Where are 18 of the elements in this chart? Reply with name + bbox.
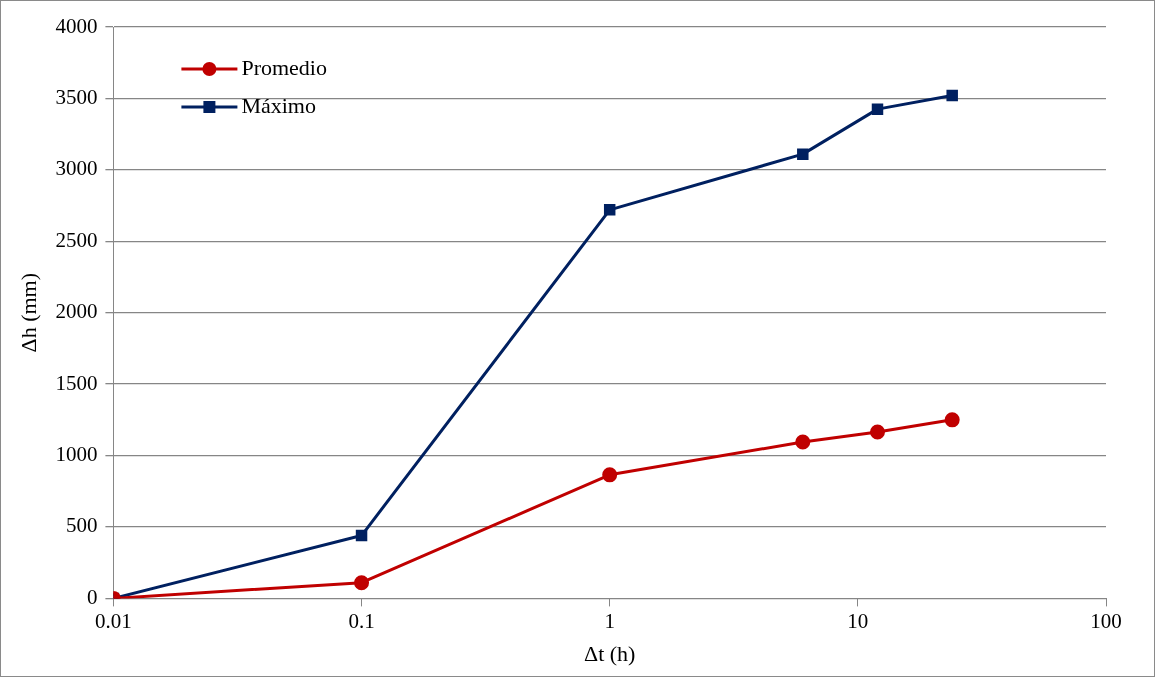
- y-tick-label: 1500: [55, 370, 98, 395]
- y-tick-label: 3000: [55, 156, 98, 181]
- x-tick-label: 100: [1090, 608, 1122, 633]
- legend-label: Máximo: [241, 92, 316, 118]
- y-axis-title: Δh (mm): [15, 272, 41, 353]
- y-tick-label: 0: [86, 584, 98, 609]
- y-tick-label: 500: [65, 513, 98, 538]
- y-tick-label: 3500: [55, 84, 98, 109]
- y-tick-label: 2000: [55, 299, 98, 324]
- legend-label: Promedio: [241, 54, 327, 80]
- x-tick-label: 10: [847, 608, 869, 633]
- y-tick-label: 4000: [55, 13, 98, 38]
- y-tick-label: 1000: [55, 442, 98, 467]
- y-tick-label: 2500: [55, 227, 98, 252]
- x-tick-label: 1: [604, 608, 615, 633]
- x-tick-label: 0.1: [348, 608, 375, 633]
- x-tick-label: 0.01: [95, 608, 132, 633]
- x-axis-title: Δt (h): [583, 640, 636, 666]
